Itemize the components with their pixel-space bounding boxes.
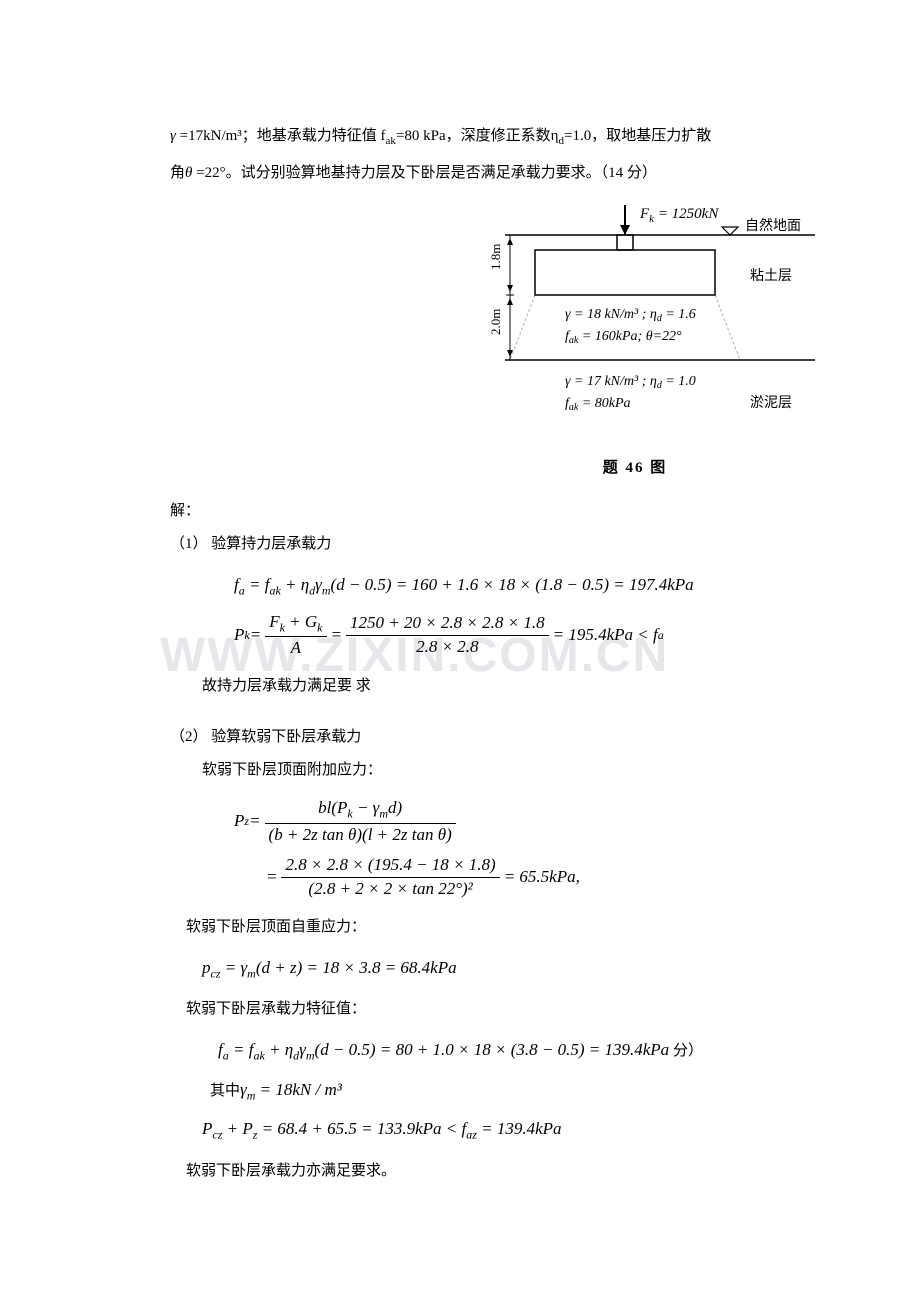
- fraction-1: Fk + Gk A: [265, 613, 326, 658]
- fraction-2: 1250 + 20 × 2.8 × 2.8 × 1.8 2.8 × 2.8: [346, 614, 549, 656]
- equation-pcz: pcz = γm(d + z) = 18 × 3.8 = 68.4kPa: [202, 954, 820, 984]
- svg-text:fak = 80kPa: fak = 80kPa: [565, 396, 631, 413]
- equation-fa2: fa = fak + ηdγm(d − 0.5) = 80 + 1.0 × 18…: [218, 1036, 820, 1066]
- svg-text:fak = 160kPa; θ=22°: fak = 160kPa; θ=22°: [565, 329, 682, 346]
- svg-text:淤泥层: 淤泥层: [750, 395, 792, 411]
- svg-text:粘土层: 粘土层: [750, 268, 792, 284]
- svg-text:Fk = 1250kN: Fk = 1250kN: [639, 206, 719, 225]
- step2-sub2: 软弱下卧层顶面自重应力：: [186, 911, 820, 944]
- document-content: γ =17kN/m³；地基承载力特征值 fak=80 kPa，深度修正系数ηd=…: [170, 120, 820, 1188]
- solution-label: 解：: [170, 495, 820, 528]
- equation-pk: Pk = Fk + Gk A = 1250 + 20 × 2.8 × 2.8 ×…: [234, 613, 820, 658]
- equation-check: Pcz + Pz = 68.4 + 65.5 = 133.9kPa < faz …: [202, 1115, 820, 1145]
- step1-conclusion: 故持力层承载力满足要 求: [202, 670, 820, 703]
- final-conclusion: 软弱下卧层承载力亦满足要求。: [186, 1155, 820, 1188]
- figure-diagram: Fk = 1250kN 自然地面 1.8m 2.0m: [450, 200, 820, 440]
- equation-where: 其中γm = 18kN / m³: [210, 1076, 820, 1106]
- problem-line2: 角θ =22°。试分别验算地基持力层及下卧层是否满足承载力要求。（14 分）: [170, 157, 820, 190]
- fraction-3: bl(Pk − γmd) (b + 2z tan θ)(l + 2z tan θ…: [265, 799, 456, 844]
- foundation-diagram-svg: Fk = 1250kN 自然地面 1.8m 2.0m: [450, 200, 820, 440]
- step2-sub3: 软弱下卧层承载力特征值：: [186, 993, 820, 1026]
- problem-line1: γ =17kN/m³；地基承载力特征值 fak=80 kPa，深度修正系数ηd=…: [170, 120, 820, 153]
- fraction-4: 2.8 × 2.8 × (195.4 − 18 × 1.8) (2.8 + 2 …: [281, 856, 499, 898]
- step2-header: （2） 验算软弱下卧层承载力: [170, 721, 820, 754]
- svg-text:自然地面: 自然地面: [745, 217, 801, 234]
- step1-header: （1） 验算持力层承载力: [170, 528, 820, 561]
- svg-text:1.8m: 1.8m: [488, 244, 503, 270]
- svg-text:γ = 18 kN/m³ ; ηd = 1.6: γ = 18 kN/m³ ; ηd = 1.6: [565, 307, 696, 324]
- svg-text:2.0m: 2.0m: [488, 309, 503, 335]
- equation-pz-numeric: = 2.8 × 2.8 × (195.4 − 18 × 1.8) (2.8 + …: [266, 856, 820, 898]
- equation-fa: fa = fak + ηdγm(d − 0.5) = 160 + 1.6 × 1…: [234, 571, 820, 601]
- step2-sub1: 软弱下卧层顶面附加应力：: [202, 754, 820, 787]
- equation-pz: Pz = bl(Pk − γmd) (b + 2z tan θ)(l + 2z …: [234, 799, 820, 844]
- figure-caption: 题 46 图: [450, 452, 820, 485]
- svg-text:γ = 17 kN/m³ ; ηd = 1.0: γ = 17 kN/m³ ; ηd = 1.0: [565, 374, 696, 391]
